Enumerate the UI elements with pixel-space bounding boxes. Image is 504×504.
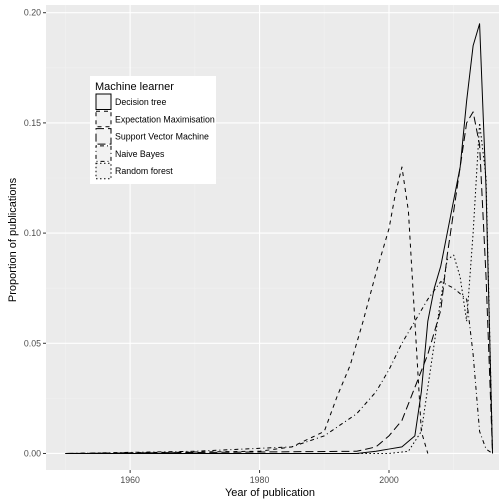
- legend-key: [96, 111, 111, 127]
- legend-label: Decision tree: [115, 97, 166, 107]
- plot-panel: [46, 5, 499, 470]
- y-tick-label: 0.00: [24, 448, 41, 458]
- legend-key: [96, 94, 111, 110]
- y-tick-label: 0.20: [24, 8, 41, 18]
- x-tick-label: 1980: [250, 475, 270, 485]
- legend-key: [96, 129, 111, 145]
- y-axis-title: Proportion of publications: [7, 177, 19, 302]
- y-tick-label: 0.10: [24, 228, 41, 238]
- legend-title: Machine learner: [95, 81, 174, 93]
- legend-label: Expectation Maximisation: [115, 114, 215, 124]
- x-axis-title: Year of publication: [225, 487, 315, 499]
- legend-key: [96, 146, 111, 162]
- legend-key: [96, 163, 111, 179]
- y-tick-label: 0.05: [24, 338, 41, 348]
- x-tick-label: 2000: [379, 475, 399, 485]
- legend-label: Naive Bayes: [115, 149, 165, 159]
- legend-label: Support Vector Machine: [115, 132, 209, 142]
- y-tick-label: 0.15: [24, 118, 41, 128]
- legend-label: Random forest: [115, 166, 173, 176]
- x-tick-label: 1960: [120, 475, 140, 485]
- legend: Machine learner Decision tree Expectation…: [90, 76, 216, 184]
